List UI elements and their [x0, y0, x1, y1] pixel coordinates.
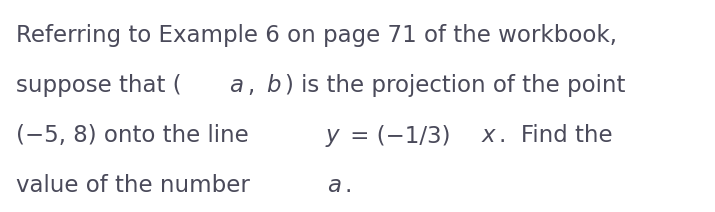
Text: .: .: [345, 174, 352, 197]
Text: a: a: [230, 74, 243, 97]
Text: = (−1/3): = (−1/3): [342, 124, 450, 147]
Text: x: x: [481, 124, 495, 147]
Text: .  Find the: . Find the: [499, 124, 613, 147]
Text: suppose that (: suppose that (: [16, 74, 182, 97]
Text: b: b: [266, 74, 281, 97]
Text: y: y: [325, 124, 339, 147]
Text: (−5, 8) onto the line: (−5, 8) onto the line: [16, 124, 256, 147]
Text: value of the number: value of the number: [16, 174, 257, 197]
Text: Referring to Example 6 on page 71 of the workbook,: Referring to Example 6 on page 71 of the…: [16, 24, 617, 47]
Text: ,: ,: [247, 74, 262, 97]
Text: ) is the projection of the point: ) is the projection of the point: [285, 74, 626, 97]
Text: a: a: [327, 174, 341, 197]
